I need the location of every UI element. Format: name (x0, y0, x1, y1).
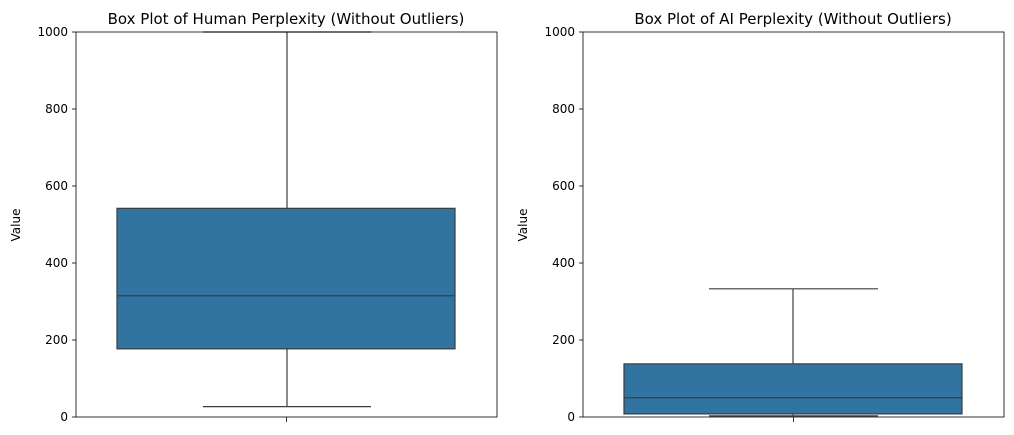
interquartile-box (623, 363, 963, 415)
y-tick-label: 800 (45, 102, 68, 116)
box-human (116, 31, 456, 408)
y-axis-label-ai: Value (516, 209, 530, 242)
chart-title-human: Box Plot of Human Perplexity (Without Ou… (108, 10, 465, 28)
y-tick-label: 800 (552, 102, 575, 116)
y-axis-ticks-ai: 0 200 400 600 800 1000 (544, 25, 583, 424)
y-axis-label-human: Value (9, 209, 23, 242)
y-tick-label: 600 (45, 179, 68, 193)
interquartile-box (116, 207, 456, 350)
y-axis-ticks-human: 0 200 400 600 800 1000 (37, 25, 76, 424)
box-ai (623, 288, 963, 417)
y-tick-label: 1000 (544, 25, 575, 39)
y-tick-label: 0 (567, 410, 575, 424)
y-tick-label: 200 (45, 333, 68, 347)
y-tick-label: 0 (60, 410, 68, 424)
y-tick-label: 400 (552, 256, 575, 270)
y-tick-label: 1000 (37, 25, 68, 39)
y-tick-label: 600 (552, 179, 575, 193)
y-tick-label: 200 (552, 333, 575, 347)
human-perplexity-boxplot: Box Plot of Human Perplexity (Without Ou… (9, 10, 498, 424)
y-tick-label: 400 (45, 256, 68, 270)
chart-title-ai: Box Plot of AI Perplexity (Without Outli… (634, 10, 951, 28)
ai-perplexity-boxplot: Box Plot of AI Perplexity (Without Outli… (516, 10, 1005, 424)
